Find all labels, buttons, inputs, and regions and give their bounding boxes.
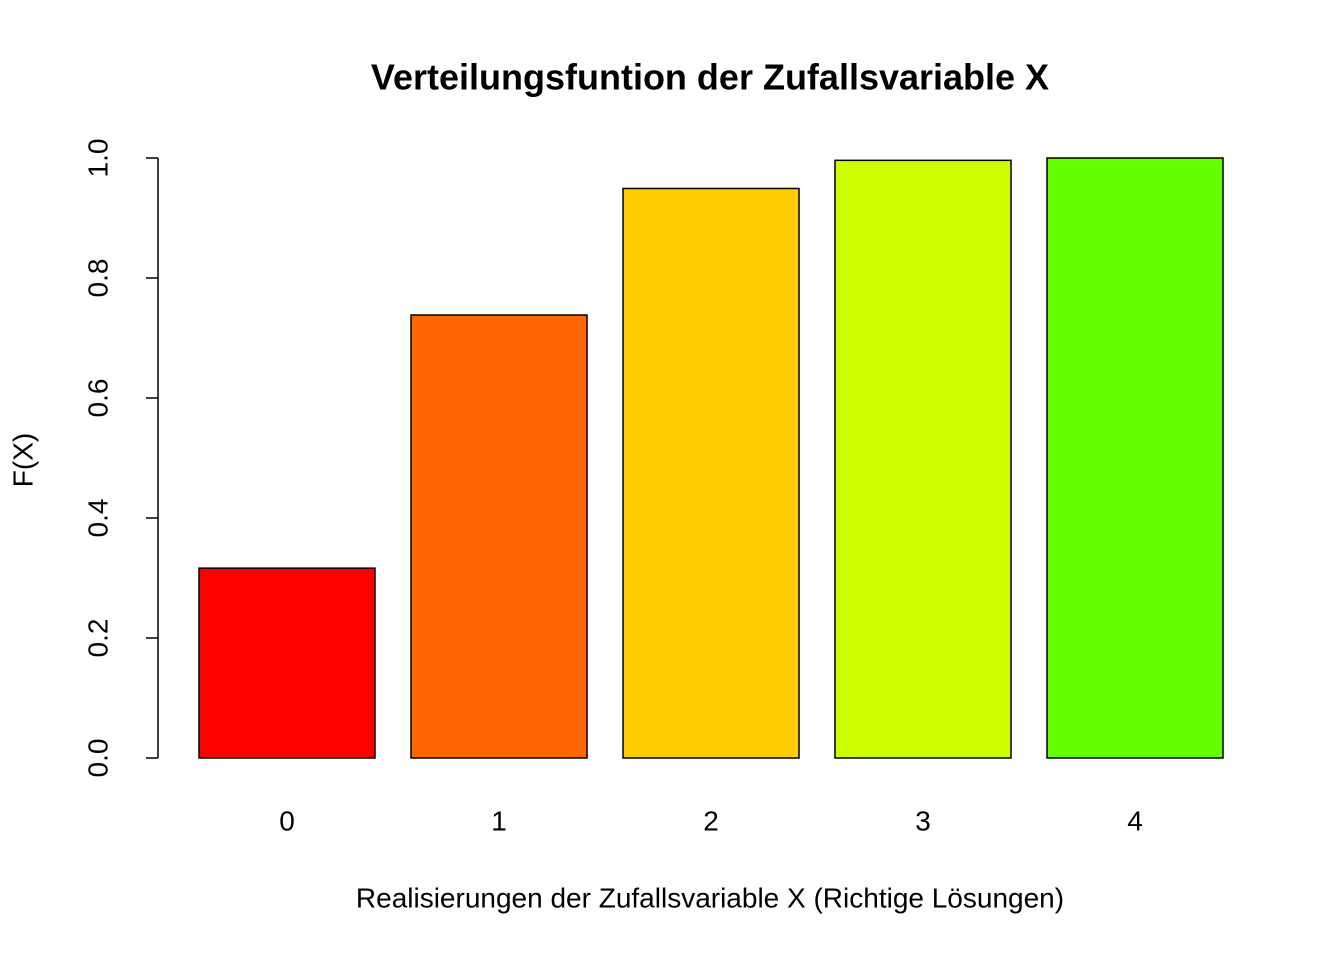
- y-tick-label: 0.8: [82, 259, 113, 298]
- x-tick-label: 1: [491, 805, 507, 836]
- x-tick-label: 2: [703, 805, 719, 836]
- y-tick-label: 0.0: [82, 739, 113, 778]
- y-tick-label: 0.2: [82, 619, 113, 658]
- bar: [622, 187, 800, 759]
- y-tick-label: 0.4: [82, 499, 113, 538]
- bar: [834, 159, 1012, 759]
- x-axis-label: Realisierungen der Zufallsvariable X (Ri…: [356, 882, 1064, 913]
- y-tick-label: 0.6: [82, 379, 113, 418]
- x-tick-label: 4: [1127, 805, 1143, 836]
- bar: [198, 567, 376, 759]
- x-tick-label: 0: [279, 805, 295, 836]
- bar: [1046, 157, 1224, 759]
- bar: [410, 314, 588, 759]
- y-axis-label: F(X): [7, 433, 38, 487]
- y-tick-label: 1.0: [82, 139, 113, 178]
- chart-title: Verteilungsfuntion der Zufallsvariable X: [371, 57, 1049, 98]
- x-tick-label: 3: [915, 805, 931, 836]
